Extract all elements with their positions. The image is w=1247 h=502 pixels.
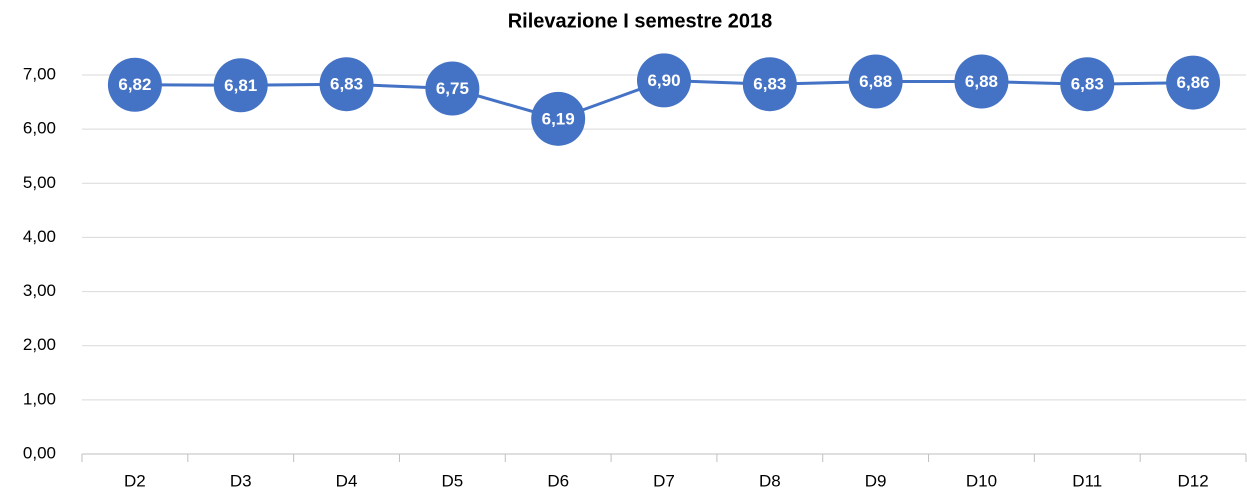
x-tick-label: D7 [653, 471, 675, 490]
data-label: 6,82 [118, 75, 151, 94]
x-tick-label: D11 [1072, 471, 1102, 490]
marker [637, 53, 691, 108]
data-label: 6,75 [436, 79, 469, 98]
y-tick-label: 2,00 [23, 335, 56, 354]
marker [742, 57, 797, 112]
data-label: 6,19 [542, 109, 575, 128]
data-label: 6,86 [1177, 73, 1210, 92]
data-label: 6,83 [1071, 75, 1104, 94]
marker [1060, 57, 1115, 112]
marker [107, 57, 162, 112]
marker [213, 58, 268, 113]
marker [1166, 55, 1221, 110]
y-tick-label: 0,00 [23, 443, 56, 462]
data-label: 6,83 [753, 75, 786, 94]
y-tick-label: 3,00 [23, 281, 56, 300]
y-tick-label: 6,00 [23, 119, 56, 138]
marker [319, 57, 374, 112]
x-tick-label: D10 [966, 471, 997, 490]
y-tick-label: 1,00 [23, 389, 56, 408]
x-tick-label: D3 [230, 471, 252, 490]
marker [531, 91, 586, 146]
data-label: 6,81 [224, 76, 257, 95]
x-tick-label: D6 [547, 471, 569, 490]
y-tick-label: 5,00 [23, 173, 56, 192]
marker [848, 54, 903, 109]
x-tick-label: D5 [441, 471, 463, 490]
x-tick-label: D9 [865, 471, 887, 490]
y-tick-label: 7,00 [23, 64, 56, 83]
y-tick-label: 4,00 [23, 227, 56, 246]
data-label: 6,90 [647, 71, 680, 90]
x-tick-label: D2 [124, 471, 146, 490]
x-tick-label: D4 [336, 471, 358, 490]
marker [425, 61, 480, 116]
data-label: 6,83 [330, 75, 363, 94]
data-label: 6,88 [965, 72, 998, 91]
marker [954, 54, 1009, 109]
chart-title: Rilevazione I semestre 2018 [508, 10, 773, 32]
x-tick-label: D12 [1177, 471, 1208, 490]
data-label: 6,88 [859, 72, 892, 91]
x-tick-label: D8 [759, 471, 781, 490]
